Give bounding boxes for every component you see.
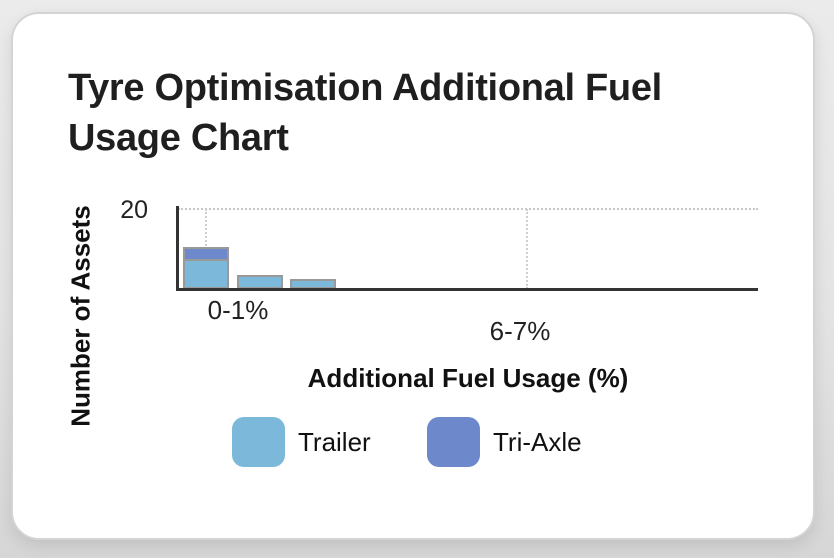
legend-item-tri-axle: Tri-Axle (427, 417, 582, 467)
legend-item-trailer: Trailer (232, 417, 371, 467)
legend-swatch-tri-axle (427, 417, 480, 467)
chart-title-line-1: Tyre Optimisation Additional Fuel (68, 67, 662, 109)
y-axis-tick-20: 20 (120, 196, 148, 224)
x-axis-tick-6-7%: 6-7% (489, 316, 551, 346)
horizontal-gridline-20 (178, 208, 758, 210)
x-axis-title: Additional Fuel Usage (%) (307, 363, 629, 393)
chart-title-line-2: Usage Chart (68, 117, 289, 159)
legend-label-trailer: Trailer (298, 426, 371, 457)
x-axis-line (176, 288, 758, 291)
bar-segment-tri-axle-0-1% (183, 247, 229, 261)
legend-swatch-trailer (232, 417, 285, 467)
vertical-gridline-6-7% (526, 209, 528, 289)
x-axis-tick-0-1%: 0-1% (207, 295, 269, 325)
bar-segment-trailer-0-1% (183, 259, 229, 289)
y-axis-line (176, 206, 179, 291)
bar-segment-trailer-1-2% (236, 275, 283, 289)
legend-label-tri-axle: Tri-Axle (493, 426, 582, 457)
y-axis-title: Number of Assets (65, 205, 96, 427)
chart-card: Tyre Optimisation Additional Fuel Usage … (11, 12, 815, 540)
